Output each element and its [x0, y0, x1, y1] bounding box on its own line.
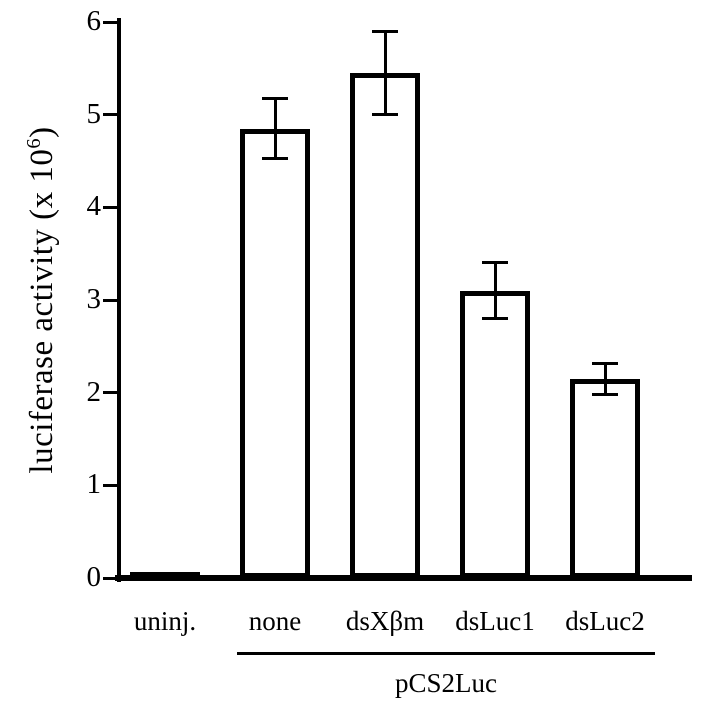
y-tick-label: 4 — [86, 190, 102, 223]
y-tick-mark — [103, 391, 117, 395]
y-tick-label: 5 — [86, 97, 102, 130]
y-tick-label: 3 — [86, 283, 102, 315]
group-underline — [237, 652, 655, 655]
bar — [570, 378, 640, 578]
error-bar-cap-top — [262, 96, 288, 100]
error-bar-cap-bottom — [372, 112, 398, 116]
x-category-label: none — [248, 606, 302, 636]
error-bar-cap-top — [592, 362, 618, 365]
group-label: pCS2Luc — [394, 668, 497, 698]
error-bar-cap-bottom — [262, 157, 288, 161]
bar — [240, 128, 310, 578]
y-tick-mark — [103, 20, 117, 24]
y-tick-mark — [103, 205, 117, 209]
y-axis-label-exponent: 6 — [23, 137, 45, 149]
error-bar-line — [273, 97, 277, 160]
y-tick-label: 6 — [86, 5, 102, 37]
error-bar-line — [383, 31, 387, 115]
bar — [460, 290, 530, 578]
y-tick-mark — [103, 576, 117, 580]
x-category-label: uninj. — [133, 606, 197, 636]
error-bar-cap-top — [482, 261, 508, 264]
error-bar-cap-top — [372, 30, 398, 34]
x-category-label: dsXβm — [345, 606, 425, 636]
x-category-label: dsLuc2 — [565, 606, 645, 636]
x-category-label: dsLuc1 — [455, 606, 535, 636]
y-tick-mark — [103, 113, 117, 117]
y-axis-line — [117, 18, 121, 582]
bar-flat — [130, 572, 200, 578]
error-bar-cap-bottom — [482, 317, 508, 321]
y-tick-label: 0 — [86, 561, 102, 593]
error-bar-line — [493, 262, 497, 320]
bar — [350, 72, 420, 578]
y-tick-label: 2 — [86, 375, 102, 408]
y-tick-mark — [103, 298, 117, 302]
y-tick-label: 1 — [86, 468, 102, 501]
x-axis-line — [115, 575, 692, 581]
error-bar-cap-bottom — [592, 392, 618, 396]
y-tick-mark — [103, 483, 117, 487]
error-bar-line — [603, 363, 607, 395]
